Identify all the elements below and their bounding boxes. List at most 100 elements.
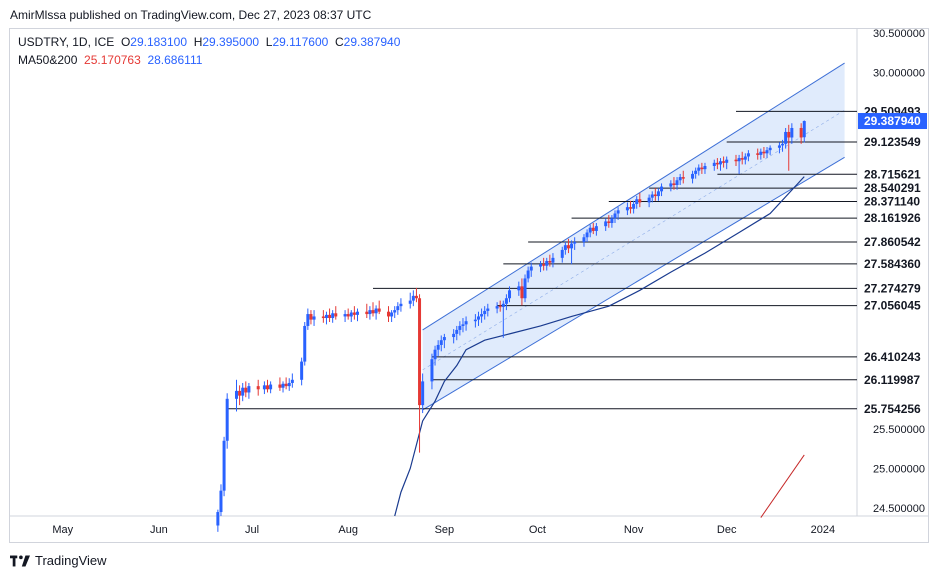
candle-body — [508, 290, 512, 299]
ma-label: MA50&200 — [18, 53, 78, 67]
candle-body — [504, 298, 508, 304]
candle-body — [349, 312, 353, 317]
ma-layer — [394, 176, 805, 518]
candle-body — [678, 177, 682, 181]
candle-body — [737, 158, 741, 162]
candle — [219, 484, 223, 516]
candle-body — [756, 153, 760, 155]
candle — [768, 145, 772, 155]
candle — [632, 200, 636, 214]
candle — [300, 357, 304, 386]
candle-body — [560, 249, 564, 258]
candle-body — [613, 213, 617, 219]
candle — [377, 300, 381, 315]
candle-body — [691, 173, 695, 179]
candle — [759, 148, 763, 160]
x-tick-label: Oct — [529, 524, 546, 536]
price-label-text: 28.715621 — [864, 167, 921, 181]
candle — [539, 261, 543, 273]
candle-body — [269, 384, 273, 390]
ma200-value: 28.686111 — [147, 53, 203, 67]
candle-body — [790, 127, 794, 138]
candle — [765, 146, 769, 159]
candle — [660, 183, 664, 197]
candle-body — [740, 158, 744, 160]
candle — [495, 302, 499, 314]
candle — [303, 321, 307, 366]
candle-body — [582, 237, 586, 243]
last-price-bg — [858, 113, 927, 130]
candle-body — [324, 314, 328, 319]
channel-lower-line — [422, 156, 845, 411]
candle — [669, 180, 673, 192]
candle — [290, 373, 294, 388]
candle — [309, 310, 313, 325]
candle — [321, 310, 325, 323]
candle — [355, 308, 359, 322]
candle — [712, 159, 716, 171]
candle-body — [765, 150, 769, 154]
candle-body — [480, 314, 484, 317]
ma200-line — [394, 176, 805, 517]
price-label-bg — [858, 372, 927, 387]
candle-body — [355, 311, 359, 315]
candle-body — [334, 313, 338, 317]
candle — [256, 379, 260, 396]
candle — [343, 310, 347, 322]
candle — [715, 158, 719, 170]
candle — [722, 156, 726, 168]
candle-body — [517, 286, 521, 291]
candle — [802, 120, 806, 143]
candle — [452, 329, 456, 344]
candle-body — [346, 314, 350, 317]
open-value: 29.183100 — [130, 35, 188, 49]
candle — [262, 381, 266, 395]
candle-body — [393, 310, 397, 313]
candle — [281, 381, 285, 393]
candle — [756, 148, 760, 160]
candle-body — [660, 186, 664, 192]
candle-body — [703, 165, 707, 170]
candle — [216, 509, 220, 532]
candle-body — [321, 316, 325, 319]
candle — [433, 345, 437, 366]
price-label: 28.161926 — [858, 211, 927, 226]
candle — [411, 290, 415, 307]
candle — [694, 167, 698, 179]
candle-body — [718, 161, 722, 165]
price-label: 26.119987 — [858, 372, 927, 387]
candle — [678, 173, 682, 185]
candle-body — [414, 295, 418, 299]
candle — [563, 242, 567, 255]
candle — [647, 194, 651, 208]
price-label-bg — [858, 211, 927, 226]
price-label: 28.371140 — [858, 194, 927, 209]
candle-body — [377, 308, 381, 312]
candle — [387, 306, 391, 322]
candle — [399, 298, 403, 312]
price-label-bg — [858, 349, 927, 364]
candle — [762, 146, 766, 159]
candle — [464, 316, 468, 331]
x-tick-label: 2024 — [811, 524, 835, 536]
candle-body — [216, 512, 220, 526]
candle — [458, 321, 462, 336]
candle-body — [396, 306, 400, 311]
tradingview-brand[interactable]: TradingView — [10, 553, 107, 568]
brand-name: TradingView — [35, 553, 107, 568]
candle-body — [653, 194, 657, 197]
candle-body — [365, 311, 369, 315]
candle-body — [675, 180, 679, 185]
candle-body — [545, 261, 549, 266]
price-label: 26.410243 — [858, 349, 927, 364]
candle-body — [476, 316, 480, 320]
low-label: L — [265, 35, 273, 49]
candle-body — [722, 161, 726, 163]
candle — [442, 333, 446, 349]
candle-body — [408, 300, 412, 304]
candle-body — [436, 344, 440, 350]
candle-body — [799, 127, 803, 138]
candle-body — [787, 131, 791, 138]
candle-body — [374, 308, 378, 314]
